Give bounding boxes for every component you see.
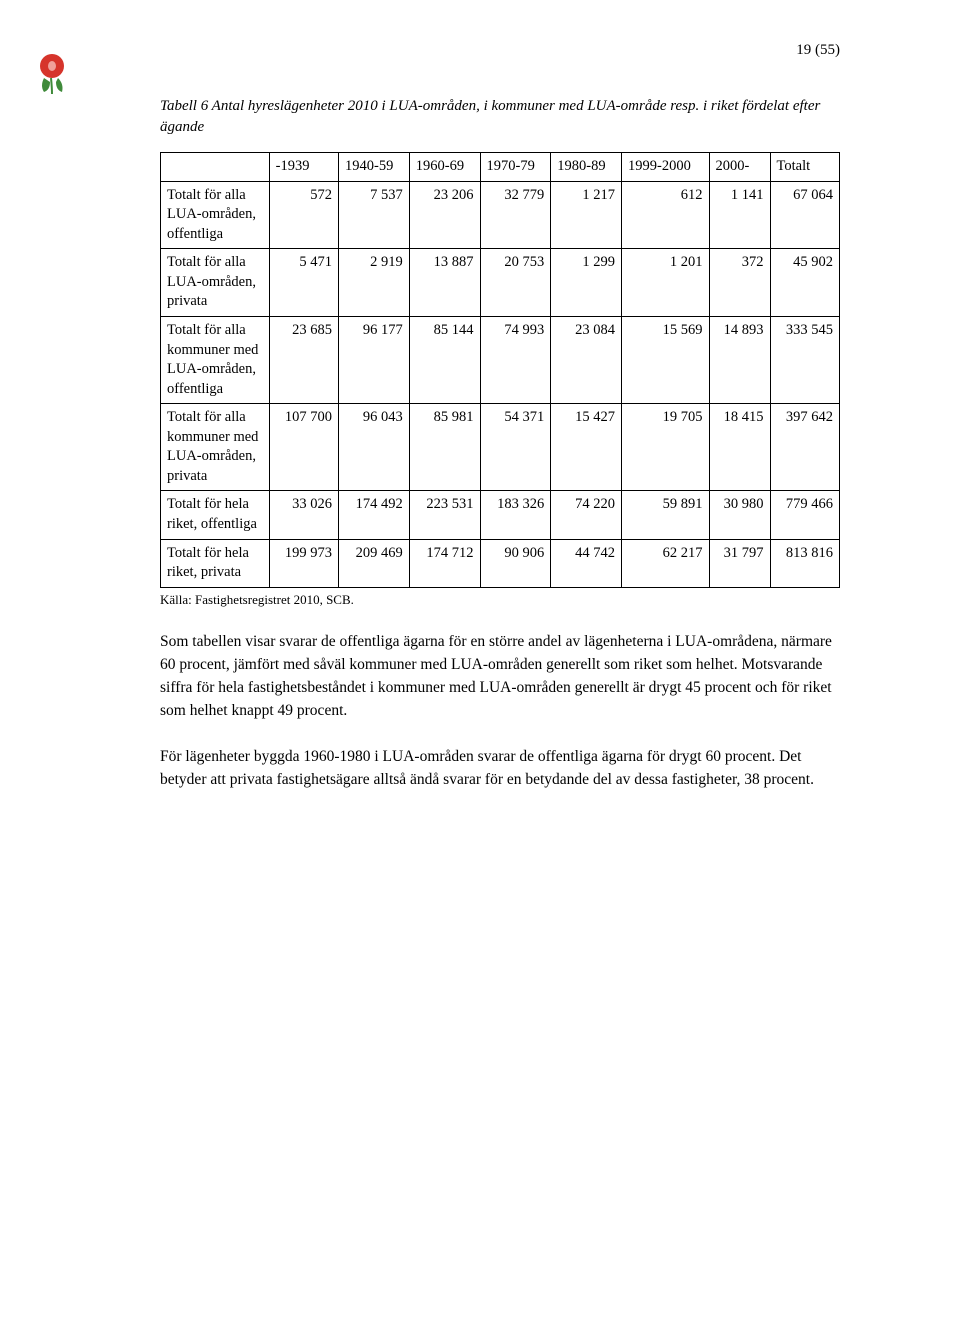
page-number: 19 (55): [796, 42, 840, 59]
table-cell: 23 084: [551, 316, 622, 403]
row-label: Totalt för alla kommuner med LUA-områden…: [161, 316, 270, 403]
document-page: 19 (55) Tabell 6 Antal hyreslägenheter 2…: [0, 0, 960, 1336]
table-cell: 1 217: [551, 181, 622, 249]
table-cell: 174 492: [338, 491, 409, 539]
table-cell: 397 642: [770, 404, 839, 491]
table-cell: 13 887: [409, 249, 480, 317]
row-label: Totalt för alla LUA-områden, privata: [161, 249, 270, 317]
col-header: 1980-89: [551, 153, 622, 182]
table-cell: 333 545: [770, 316, 839, 403]
table-caption: Tabell 6 Antal hyreslägenheter 2010 i LU…: [160, 96, 840, 138]
col-header: -1939: [269, 153, 338, 182]
table-cell: 199 973: [269, 539, 338, 587]
table-source: Källa: Fastighetsregistret 2010, SCB.: [160, 592, 840, 608]
table-cell: 813 816: [770, 539, 839, 587]
table-cell: 209 469: [338, 539, 409, 587]
body-paragraph: För lägenheter byggda 1960-1980 i LUA-om…: [160, 745, 840, 792]
table-row: Totalt för hela riket, privata199 973209…: [161, 539, 840, 587]
table-cell: 20 753: [480, 249, 551, 317]
row-label: Totalt för hela riket, offentliga: [161, 491, 270, 539]
table-row: Totalt för alla LUA-områden, offentliga5…: [161, 181, 840, 249]
table-header-row: -1939 1940-59 1960-69 1970-79 1980-89 19…: [161, 153, 840, 182]
body-paragraph: Som tabellen visar svarar de offentliga …: [160, 630, 840, 723]
table-cell: 15 427: [551, 404, 622, 491]
table-cell: 23 685: [269, 316, 338, 403]
table-cell: 174 712: [409, 539, 480, 587]
col-header: Totalt: [770, 153, 839, 182]
table-cell: 19 705: [622, 404, 710, 491]
table-cell: 1 201: [622, 249, 710, 317]
row-label: Totalt för alla LUA-områden, offentliga: [161, 181, 270, 249]
col-header-empty: [161, 153, 270, 182]
table-cell: 23 206: [409, 181, 480, 249]
table-cell: 85 981: [409, 404, 480, 491]
table-cell: 372: [709, 249, 770, 317]
table-cell: 31 797: [709, 539, 770, 587]
table-cell: 7 537: [338, 181, 409, 249]
table-row: Totalt för hela riket, offentliga33 0261…: [161, 491, 840, 539]
table-cell: 90 906: [480, 539, 551, 587]
col-header: 1999-2000: [622, 153, 710, 182]
table-cell: 1 141: [709, 181, 770, 249]
data-table: -1939 1940-59 1960-69 1970-79 1980-89 19…: [160, 152, 840, 588]
table-cell: 85 144: [409, 316, 480, 403]
table-cell: 67 064: [770, 181, 839, 249]
col-header: 1960-69: [409, 153, 480, 182]
table-row: Totalt för alla kommuner med LUA-områden…: [161, 316, 840, 403]
table-cell: 15 569: [622, 316, 710, 403]
table-cell: 5 471: [269, 249, 338, 317]
rose-logo: [30, 48, 78, 96]
table-cell: 2 919: [338, 249, 409, 317]
table-cell: 183 326: [480, 491, 551, 539]
table-cell: 223 531: [409, 491, 480, 539]
table-cell: 59 891: [622, 491, 710, 539]
table-cell: 62 217: [622, 539, 710, 587]
row-label: Totalt för alla kommuner med LUA-områden…: [161, 404, 270, 491]
col-header: 1970-79: [480, 153, 551, 182]
table-cell: 32 779: [480, 181, 551, 249]
table-cell: 779 466: [770, 491, 839, 539]
table-cell: 44 742: [551, 539, 622, 587]
row-label: Totalt för hela riket, privata: [161, 539, 270, 587]
table-cell: 96 043: [338, 404, 409, 491]
table-cell: 18 415: [709, 404, 770, 491]
table-cell: 74 220: [551, 491, 622, 539]
table-cell: 14 893: [709, 316, 770, 403]
table-row: Totalt för alla kommuner med LUA-områden…: [161, 404, 840, 491]
table-cell: 33 026: [269, 491, 338, 539]
table-cell: 107 700: [269, 404, 338, 491]
table-cell: 45 902: [770, 249, 839, 317]
table-row: Totalt för alla LUA-områden, privata5 47…: [161, 249, 840, 317]
col-header: 1940-59: [338, 153, 409, 182]
table-cell: 74 993: [480, 316, 551, 403]
table-cell: 572: [269, 181, 338, 249]
table-cell: 96 177: [338, 316, 409, 403]
table-cell: 54 371: [480, 404, 551, 491]
table-cell: 30 980: [709, 491, 770, 539]
col-header: 2000-: [709, 153, 770, 182]
table-cell: 1 299: [551, 249, 622, 317]
table-cell: 612: [622, 181, 710, 249]
